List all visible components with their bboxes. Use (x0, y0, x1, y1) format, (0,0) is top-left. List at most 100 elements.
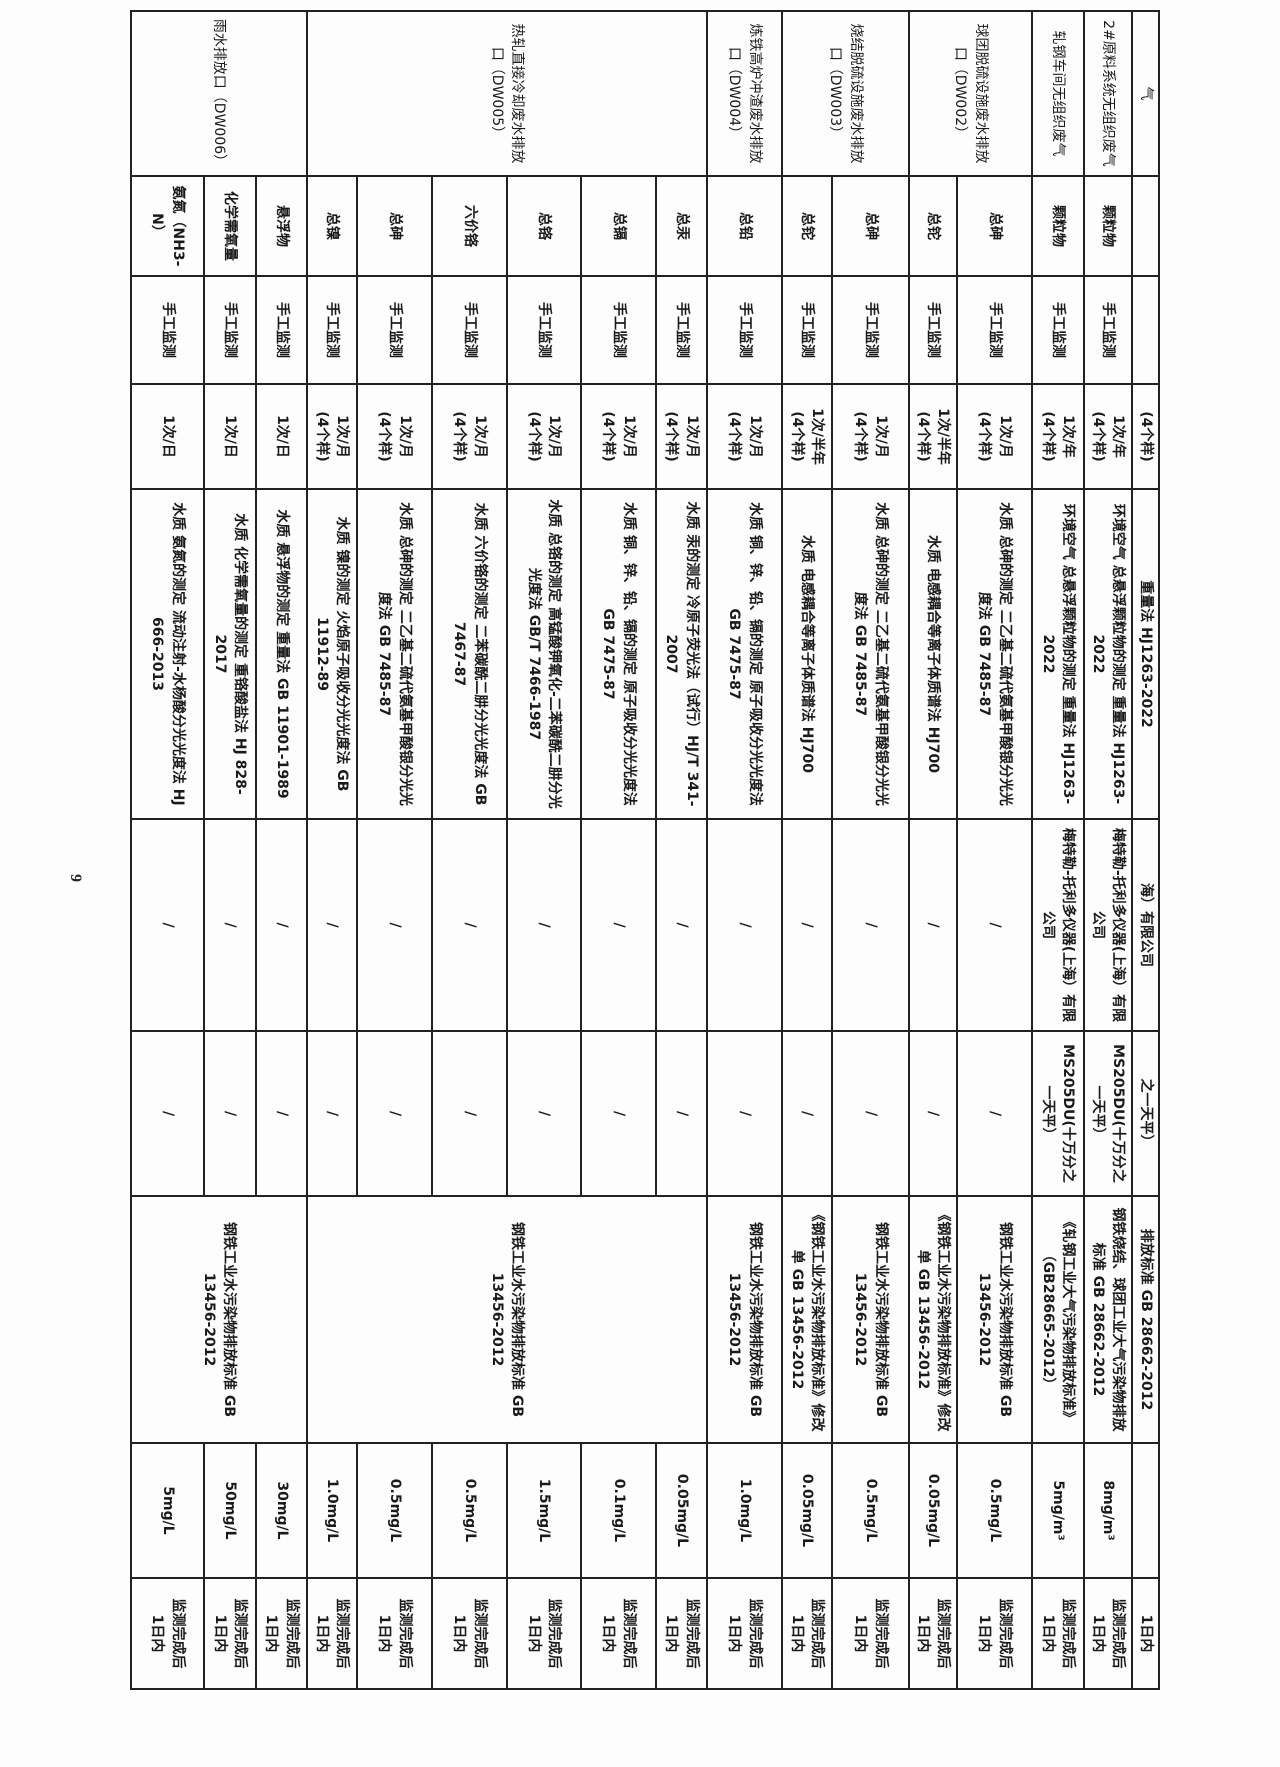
pollutant-cell: 总铊 (909, 176, 957, 276)
timeliness-cell: 监测完成后 1日内 (832, 1578, 909, 1689)
limit-cell: 0.05mg/L (782, 1443, 832, 1578)
model-cell: / (204, 1031, 256, 1196)
limit-cell: 0.05mg/L (909, 1443, 957, 1578)
method-cell: 水质 汞的测定 冷原子荧光法（试行）HJ/T 341-2007 (656, 489, 707, 819)
method-cell: 水质 铜、锌、铅、镉的测定 原子吸收分光光度法 GB 7475-87 (707, 489, 782, 819)
freq-cell: 1次/月 (4个样) (432, 384, 507, 489)
timeliness-cell: 监测完成后 1日内 (256, 1578, 307, 1689)
instrument-cell: 梅特勒-托利多仪器(上海）有限公司 (1084, 819, 1132, 1031)
method-cell: 环境空气 总悬浮颗粒物的测定 重量法 HJ1263-2022 (1084, 489, 1132, 819)
type-cell: 手工监测 (131, 276, 204, 384)
standard-cell: 钢铁工业水污染物排放标准 GB 13456-2012 (307, 1196, 707, 1443)
type-cell: 手工监测 (707, 276, 782, 384)
freq-cell: 1次/月 (4个样) (707, 384, 782, 489)
limit-cell: 0.05mg/L (656, 1443, 707, 1578)
pollutant-cell: 氨氮（NH3-N） (131, 176, 204, 276)
model-cell: / (432, 1031, 507, 1196)
type-cell: 手工监测 (656, 276, 707, 384)
model-cell: / (131, 1031, 204, 1196)
outlet-cell: 球团脱硫设施废水排放口（DW002） (909, 11, 1032, 176)
pollutant-cell: 总铊 (782, 176, 832, 276)
type-cell: 手工监测 (357, 276, 432, 384)
timeliness-cell: 监测完成后 1日内 (204, 1578, 256, 1689)
limit-cell: 5mg/m³ (1032, 1443, 1084, 1578)
model-cell: MS205DU(十万分之一天平） (1084, 1031, 1132, 1196)
freq-cell: 1次/日 (131, 384, 204, 489)
type-cell: 手工监测 (832, 276, 909, 384)
standard-cell: 排放标准 GB 28662-2012 (1132, 1196, 1159, 1443)
standard-cell: 《轧钢工业大气污染物排放标准》（GB28665-2012） (1032, 1196, 1084, 1443)
pollutant-cell: 总铅 (707, 176, 782, 276)
limit-cell: 1.0mg/L (707, 1443, 782, 1578)
method-cell: 水质 总砷的测定 二乙基二硫代氨基甲酸银分光光度法 GB 7485-87 (357, 489, 432, 819)
timeliness-cell: 监测完成后 1日内 (131, 1578, 204, 1689)
freq-cell: (4个样) (1132, 384, 1159, 489)
model-cell: / (307, 1031, 357, 1196)
pollutant-cell: 颗粒物 (1084, 176, 1132, 276)
standard-cell: 钢铁工业水污染物排放标准 GB 13456-2012 (131, 1196, 307, 1443)
instrument-cell: 梅特勒-托利多仪器(上海）有限公司 (1032, 819, 1084, 1031)
table-row: 总铊 手工监测 1次/半年 (4个样) 水质 电感耦合等离子体质谱法 HJ700// 《… (782, 11, 832, 1689)
outlet-cell: 轧钢车间无组织废气 (1032, 11, 1084, 176)
pollutant-cell: 总砷 (957, 176, 1032, 276)
freq-cell: 1次/月 (4个样) (832, 384, 909, 489)
type-cell: 手工监测 (507, 276, 581, 384)
limit-cell: 8mg/m³ (1084, 1443, 1132, 1578)
standard-cell: 钢铁工业水污染物排放标准 GB 13456-2012 (957, 1196, 1032, 1443)
model-cell: / (656, 1031, 707, 1196)
model-cell: / (957, 1031, 1032, 1196)
freq-cell: 1次/日 (256, 384, 307, 489)
pollutant-cell: 总砷 (357, 176, 432, 276)
timeliness-cell: 监测完成后 1日内 (1084, 1578, 1132, 1689)
timeliness-cell: 监测完成后 1日内 (656, 1578, 707, 1689)
type-cell: 手工监测 (909, 276, 957, 384)
model-cell: / (581, 1031, 656, 1196)
limit-cell: 0.5mg/L (957, 1443, 1032, 1578)
freq-cell: 1次/月 (4个样) (357, 384, 432, 489)
instrument-cell: / (507, 819, 581, 1031)
timeliness-cell: 监测完成后 1日内 (307, 1578, 357, 1689)
freq-cell: 1次/年 (4个样) (1032, 384, 1084, 489)
method-cell: 水质 六价铬的测定 二苯碳酰二肼分光光度法 GB 7467-87 (432, 489, 507, 819)
limit-cell: 0.5mg/L (357, 1443, 432, 1578)
table-row: 气 (4个样) 重量法 HJ1263-2022 海）有限公司 之一天平） 排放标准 GB … (1132, 11, 1159, 1689)
freq-cell: 1次/月 (4个样) (507, 384, 581, 489)
type-cell: 手工监测 (581, 276, 656, 384)
table-row: 雨水排放口（DW006） 悬浮物 手工监测 1次/日 水质 悬浮物的测定 重量法 GB … (131, 11, 307, 1689)
timeliness-cell: 监测完成后 1日内 (782, 1578, 832, 1689)
freq-cell: 1次/半年 (4个样) (782, 384, 832, 489)
pollutant-cell: 化学需氧量 (204, 176, 256, 276)
method-cell: 水质 电感耦合等离子体质谱法 HJ700 (782, 489, 832, 819)
method-cell: 水质 铜、锌、铅、镉的测定 原子吸收分光光度法 GB 7475-87 (581, 489, 656, 819)
table-row: 炼铁高炉冲渣废水排放口（DW004） 总铅 手工监测 1次/月 (4个样) 水质 铜、锌… (707, 11, 782, 1689)
timeliness-cell: 监测完成后 1日内 (909, 1578, 957, 1689)
method-cell: 水质 氨氮的测定 流动注射-水杨酸分光光度法 HJ 666-2013 (131, 489, 204, 819)
instrument-cell: / (782, 819, 832, 1031)
instrument-cell: / (581, 819, 656, 1031)
limit-cell: 0.5mg/L (432, 1443, 507, 1578)
method-cell: 重量法 HJ1263-2022 (1132, 489, 1159, 819)
limit-cell: 5mg/L (131, 1443, 204, 1578)
timeliness-cell: 监测完成后 1日内 (957, 1578, 1032, 1689)
instrument-cell: / (357, 819, 432, 1031)
method-cell: 水质 总砷的测定 二乙基二硫代氨基甲酸银分光光度法 GB 7485-87 (957, 489, 1032, 819)
instrument-cell: / (957, 819, 1032, 1031)
type-cell: 手工监测 (1084, 276, 1132, 384)
timeliness-cell: 监测完成后 1日内 (507, 1578, 581, 1689)
limit-cell: 0.1mg/L (581, 1443, 656, 1578)
timeliness-cell: 监测完成后 1日内 (707, 1578, 782, 1689)
type-cell: 手工监测 (256, 276, 307, 384)
model-cell: / (507, 1031, 581, 1196)
instrument-cell: / (832, 819, 909, 1031)
limit-cell: 0.5mg/L (832, 1443, 909, 1578)
table-row: 轧钢车间无组织废气 颗粒物 手工监测 1次/年 (4个样) 环境空气 总悬浮颗粒物的测定… (1032, 11, 1084, 1689)
freq-cell: 1次/月 (4个样) (656, 384, 707, 489)
limit-cell: 30mg/L (256, 1443, 307, 1578)
instrument-cell: / (256, 819, 307, 1031)
method-cell: 水质 电感耦合等离子体质谱法 HJ700 (909, 489, 957, 819)
outlet-cell: 热轧直接冷却废水排放口（DW005） (307, 11, 707, 176)
model-cell: 之一天平） (1132, 1031, 1159, 1196)
table-row: 球团脱硫设施废水排放口（DW002） 总砷 手工监测 1次/月 (4个样) 水质 总砷的… (909, 11, 1032, 1689)
model-cell: / (707, 1031, 782, 1196)
pollutant-cell: 悬浮物 (256, 176, 307, 276)
